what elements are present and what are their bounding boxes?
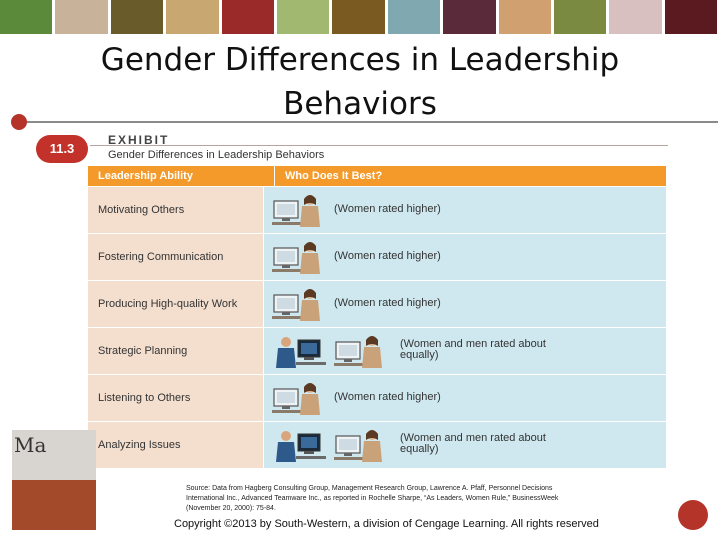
rating-cell: (Women and men rated about equally) xyxy=(264,422,666,468)
rating-text: (Women rated higher) xyxy=(334,250,441,262)
header-who-does-it-best: Who Does It Best? xyxy=(285,170,383,182)
rating-cell: (Women rated higher) xyxy=(264,281,666,327)
ability-cell: Motivating Others xyxy=(88,187,264,233)
man-and-woman-icon xyxy=(276,332,328,370)
table-row: Motivating Others (Women rated higher) xyxy=(88,186,666,233)
rating-text: (Women and men rated about equally) xyxy=(400,432,546,455)
ability-cell: Analyzing Issues xyxy=(88,422,264,468)
table-body: Motivating Others (Women rated higher) Fo… xyxy=(88,186,666,468)
woman-icon xyxy=(272,379,324,417)
table-row: Producing High-quality Work (Women rated… xyxy=(88,280,666,327)
left-bullet-dot xyxy=(11,114,27,130)
book-cover-title: Ma xyxy=(14,433,47,457)
ability-cell: Producing High-quality Work xyxy=(88,281,264,327)
table-row: Listening to Others (Women rated higher) xyxy=(88,374,666,421)
photo-strip-tile xyxy=(498,0,551,34)
photo-strip-tile xyxy=(553,0,607,34)
photo-strip-tile xyxy=(221,0,274,34)
rating-cell: (Women rated higher) xyxy=(264,234,666,280)
man-and-woman-icon xyxy=(276,426,328,464)
book-cover-thumbnail: Ma xyxy=(12,430,96,530)
exhibit-subtitle: Gender Differences in Leadership Behavio… xyxy=(108,149,325,161)
rating-cell: (Women rated higher) xyxy=(264,187,666,233)
woman-icon xyxy=(334,332,386,370)
rating-text: (Women rated higher) xyxy=(334,297,441,309)
photo-strip-tile xyxy=(55,0,108,34)
photo-strip-tile xyxy=(664,0,718,34)
photo-strip-tile xyxy=(276,0,330,34)
photo-strip-tile xyxy=(443,0,496,34)
rating-text: (Women rated higher) xyxy=(334,391,441,403)
source-note: Source: Data from Hagberg Consulting Gro… xyxy=(186,485,559,512)
header-leadership-ability: Leadership Ability xyxy=(88,166,275,186)
photo-strip-tile xyxy=(609,0,662,34)
ability-cell: Listening to Others xyxy=(88,375,264,421)
woman-icon xyxy=(272,191,324,229)
ability-cell: Fostering Communication xyxy=(88,234,264,280)
photo-strip-tile xyxy=(0,0,53,34)
woman-icon xyxy=(334,426,386,464)
rating-cell: (Women and men rated about equally) xyxy=(264,328,666,374)
photo-strip-tile xyxy=(166,0,219,34)
woman-icon xyxy=(272,285,324,323)
woman-icon xyxy=(272,238,324,276)
rating-text: (Women rated higher) xyxy=(334,203,441,215)
photo-strip-tile xyxy=(332,0,385,34)
rating-cell: (Women rated higher) xyxy=(264,375,666,421)
exhibit-label: EXHIBIT xyxy=(108,133,170,147)
book-cover-band xyxy=(12,480,96,530)
table-row: Fostering Communication (Women rated hig… xyxy=(88,233,666,280)
leadership-table: Leadership Ability Who Does It Best? Mot… xyxy=(88,166,666,474)
table-header: Leadership Ability Who Does It Best? xyxy=(88,166,666,186)
exhibit-divider xyxy=(90,145,668,146)
table-row: Analyzing Issues (Women and men rated ab… xyxy=(88,421,666,468)
title-divider xyxy=(18,121,718,123)
exhibit-number-badge: 11.3 xyxy=(36,135,88,163)
decorative-photo-strip xyxy=(0,0,720,34)
copyright-footer: Copyright ©2013 by South-Western, a divi… xyxy=(174,518,599,530)
photo-strip-tile xyxy=(387,0,441,34)
photo-strip-tile xyxy=(110,0,164,34)
slide-title: Gender Differences in Leadership Behavio… xyxy=(100,42,620,122)
ability-cell: Strategic Planning xyxy=(88,328,264,374)
table-row: Strategic Planning (Women and men rated … xyxy=(88,327,666,374)
right-bullet-dot xyxy=(678,500,708,530)
rating-text: (Women and men rated about equally) xyxy=(400,338,546,361)
